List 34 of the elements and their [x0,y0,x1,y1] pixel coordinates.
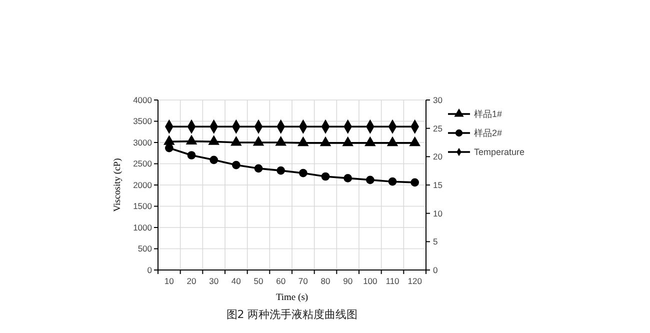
legend-label: 样品1# [474,109,502,120]
x-tick-label: 10 [164,276,174,286]
y2-tick-label: 20 [433,152,443,162]
y-tick-label: 3000 [133,137,152,148]
y2-tick-label: 25 [433,123,443,134]
x-tick-label: 30 [209,276,219,286]
y-tick-label: 2500 [133,158,152,169]
y-tick-label: 2000 [133,180,152,190]
x-tick-label: 70 [298,276,308,286]
x-tick-label: 100 [363,276,378,286]
caption: 图2 两种洗手液粘度曲线图 [226,308,358,321]
y2-tick-label: 15 [433,180,443,190]
y-tick-label: 4000 [133,94,152,105]
y-tick-label: 1000 [133,222,152,232]
x-tick-label: 60 [276,276,286,286]
y2-tick-label: 30 [433,94,443,105]
x-tick-label: 80 [320,276,330,286]
x-tick-label: 50 [254,276,264,286]
x-tick-label: 90 [343,276,353,286]
y-tick-label: 500 [138,244,152,254]
y-tick-label: 0 [147,264,152,275]
y-axis-title: Viscosity (cP) [113,158,123,212]
y-tick-label: 1500 [133,201,152,212]
legend-label: 样品2# [474,128,502,138]
y2-tick-label: 5 [433,236,438,247]
x-tick-label: 20 [186,276,196,286]
y2-tick-label: 0 [433,264,438,275]
x-tick-label: 110 [386,276,400,286]
x-axis-title: Time (s) [276,293,308,303]
x-tick-label: 40 [231,276,242,286]
legend-label: Temperature [474,147,525,158]
x-tick-label: 120 [408,276,422,286]
y-tick-label: 3500 [133,116,152,126]
y2-tick-label: 10 [433,208,443,218]
